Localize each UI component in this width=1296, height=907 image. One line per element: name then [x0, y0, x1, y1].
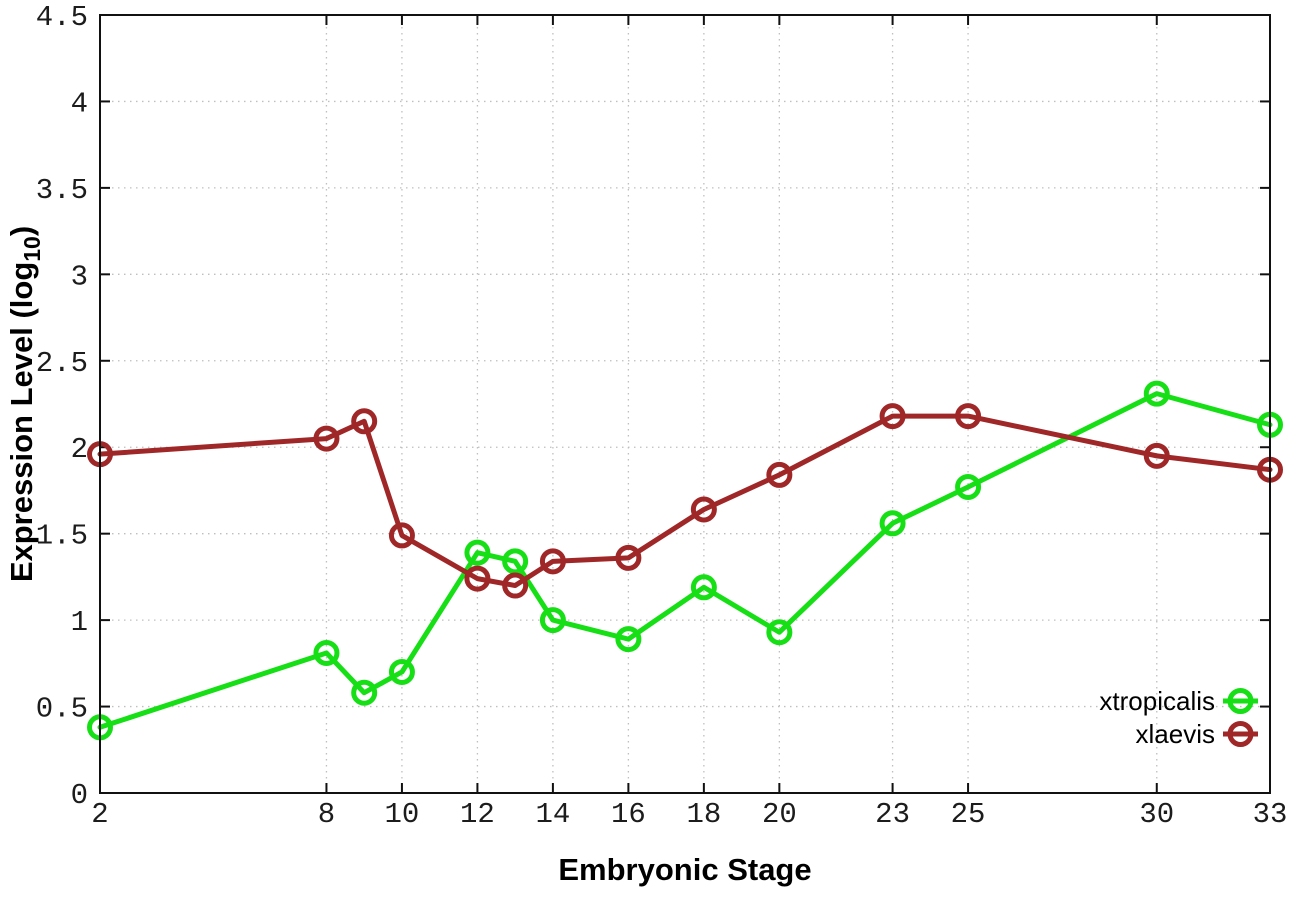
data-point-xlaevis — [879, 403, 906, 430]
data-point-xlaevis — [464, 565, 491, 592]
x-tick-label: 10 — [385, 798, 420, 831]
data-point-xtropicalis — [351, 679, 378, 706]
data-point-xtropicalis — [615, 626, 642, 653]
data-point-xlaevis — [502, 572, 529, 599]
series-xlaevis — [87, 403, 1283, 599]
x-tick-label: 23 — [875, 798, 910, 831]
legend-label: xlaevis — [1136, 719, 1215, 749]
data-point-xtropicalis — [313, 639, 340, 666]
legend-marker-icon — [1227, 721, 1254, 747]
data-point-xtropicalis — [388, 658, 415, 685]
tick-labels: 2 8 10 12 14 16 18 20 23 25 30 33 0 0.5 1 1.5 2 2.5 3 3.5 4 4… — [36, 1, 1288, 831]
x-tick-label: 30 — [1139, 798, 1174, 831]
x-tick-label: 20 — [762, 798, 797, 831]
y-tick-label: 2.5 — [36, 347, 88, 380]
data-point-xlaevis — [1143, 442, 1170, 469]
data-point-xtropicalis — [502, 548, 529, 575]
y-tick-label: 3.5 — [36, 174, 88, 207]
x-tick-label: 14 — [535, 798, 570, 831]
x-tick-label: 25 — [951, 798, 986, 831]
legend-marker-icon — [1227, 688, 1254, 714]
x-tick-label: 18 — [686, 798, 721, 831]
y-tick-label: 4 — [71, 87, 88, 120]
data-point-xlaevis — [539, 548, 566, 575]
data-point-xtropicalis — [464, 539, 491, 566]
data-point-xlaevis — [766, 461, 793, 488]
y-tick-label: 1.5 — [36, 520, 88, 553]
data-point-xtropicalis — [955, 473, 982, 500]
legend-entry-xtropicalis: xtropicalis — [1099, 686, 1258, 716]
legend-entry-xlaevis: xlaevis — [1136, 719, 1258, 749]
series-xtropicalis — [87, 380, 1283, 741]
data-point-xlaevis — [690, 496, 717, 523]
y-tick-label: 4.5 — [36, 1, 88, 34]
x-tick-label: 2 — [91, 798, 108, 831]
y-tick-label: 0.5 — [36, 693, 88, 726]
y-tick-label: 0 — [71, 779, 88, 812]
y-tick-label: 1 — [71, 606, 88, 639]
legend-label: xtropicalis — [1099, 686, 1215, 716]
y-tick-label: 2 — [71, 433, 88, 466]
x-tick-label: 12 — [460, 798, 495, 831]
x-tick-label: 8 — [318, 798, 335, 831]
data-point-xlaevis — [351, 408, 378, 435]
data-point-xtropicalis — [766, 619, 793, 646]
series-plot-area — [87, 380, 1283, 741]
y-tick-label: 3 — [71, 260, 88, 293]
axis-ticks — [99, 14, 1271, 794]
line-xtropicalis — [97, 391, 1273, 730]
y-axis-title: Expression Level (log10) — [4, 226, 45, 582]
x-tick-label: 16 — [611, 798, 646, 831]
data-point-xlaevis — [388, 522, 415, 549]
data-point-xtropicalis — [879, 510, 906, 537]
x-axis-title: Embryonic Stage — [558, 852, 811, 887]
data-point-xlaevis — [615, 544, 642, 571]
data-point-xlaevis — [955, 403, 982, 430]
gridlines — [99, 14, 1271, 794]
line-xlaevis — [97, 413, 1273, 589]
plot-border — [99, 14, 1271, 794]
data-point-xtropicalis — [1143, 380, 1170, 407]
data-point-xtropicalis — [690, 574, 717, 601]
x-tick-label: 33 — [1253, 798, 1288, 831]
data-point-xlaevis — [313, 425, 340, 452]
data-point-xtropicalis — [539, 607, 566, 634]
